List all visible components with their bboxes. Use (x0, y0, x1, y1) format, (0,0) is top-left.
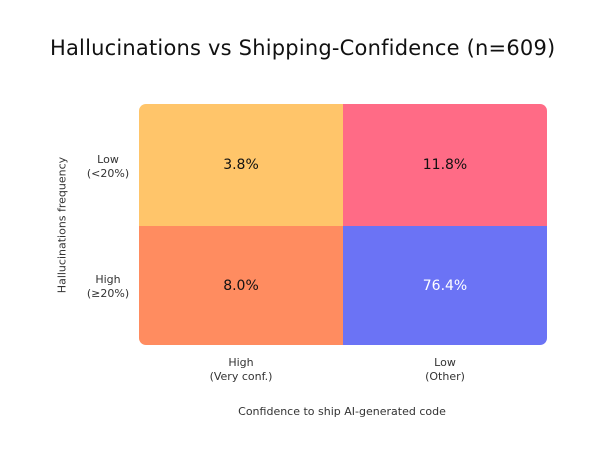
y-tick-label-high: High (≥20%) (78, 273, 138, 301)
y-tick-label-low-line1: Low (97, 153, 119, 166)
cell-value-label: 76.4% (422, 277, 468, 294)
cell-value-label: 11.8% (422, 157, 468, 173)
y-tick-label-high-line2: (≥20%) (86, 287, 130, 300)
x-tick-label-low-line1: Low (434, 356, 456, 369)
x-tick-label-low: Low (Other) (385, 356, 505, 384)
heatmap-cell-low-high: 3.8% (139, 104, 343, 226)
heatmap-cell-low-low: 11.8% (343, 104, 547, 226)
heatmap-cell-high-low: 76.4% (343, 226, 547, 345)
x-axis-label: Confidence to ship AI-generated code (238, 405, 446, 418)
y-tick-label-low: Low (<20%) (78, 153, 138, 181)
x-tick-label-high-line1: High (228, 356, 254, 369)
x-tick-label-low-line2: (Other) (425, 370, 465, 383)
heatmap-grid: 3.8% 11.8% 8.0% 76.4% (139, 104, 547, 345)
chart-title: Hallucinations vs Shipping-Confidence (n… (50, 36, 556, 60)
x-tick-label-high-line2: (Very conf.) (209, 370, 273, 383)
cell-value-label: 3.8% (223, 157, 259, 173)
heatmap-cell-high-high: 8.0% (139, 226, 343, 345)
y-axis-label: Hallucinations frequency (55, 156, 69, 294)
cell-value-label: 8.0% (223, 277, 259, 294)
x-tick-label-high: High (Very conf.) (181, 356, 301, 384)
y-tick-label-high-line1: High (95, 273, 121, 286)
y-tick-label-low-line2: (<20%) (86, 167, 130, 180)
